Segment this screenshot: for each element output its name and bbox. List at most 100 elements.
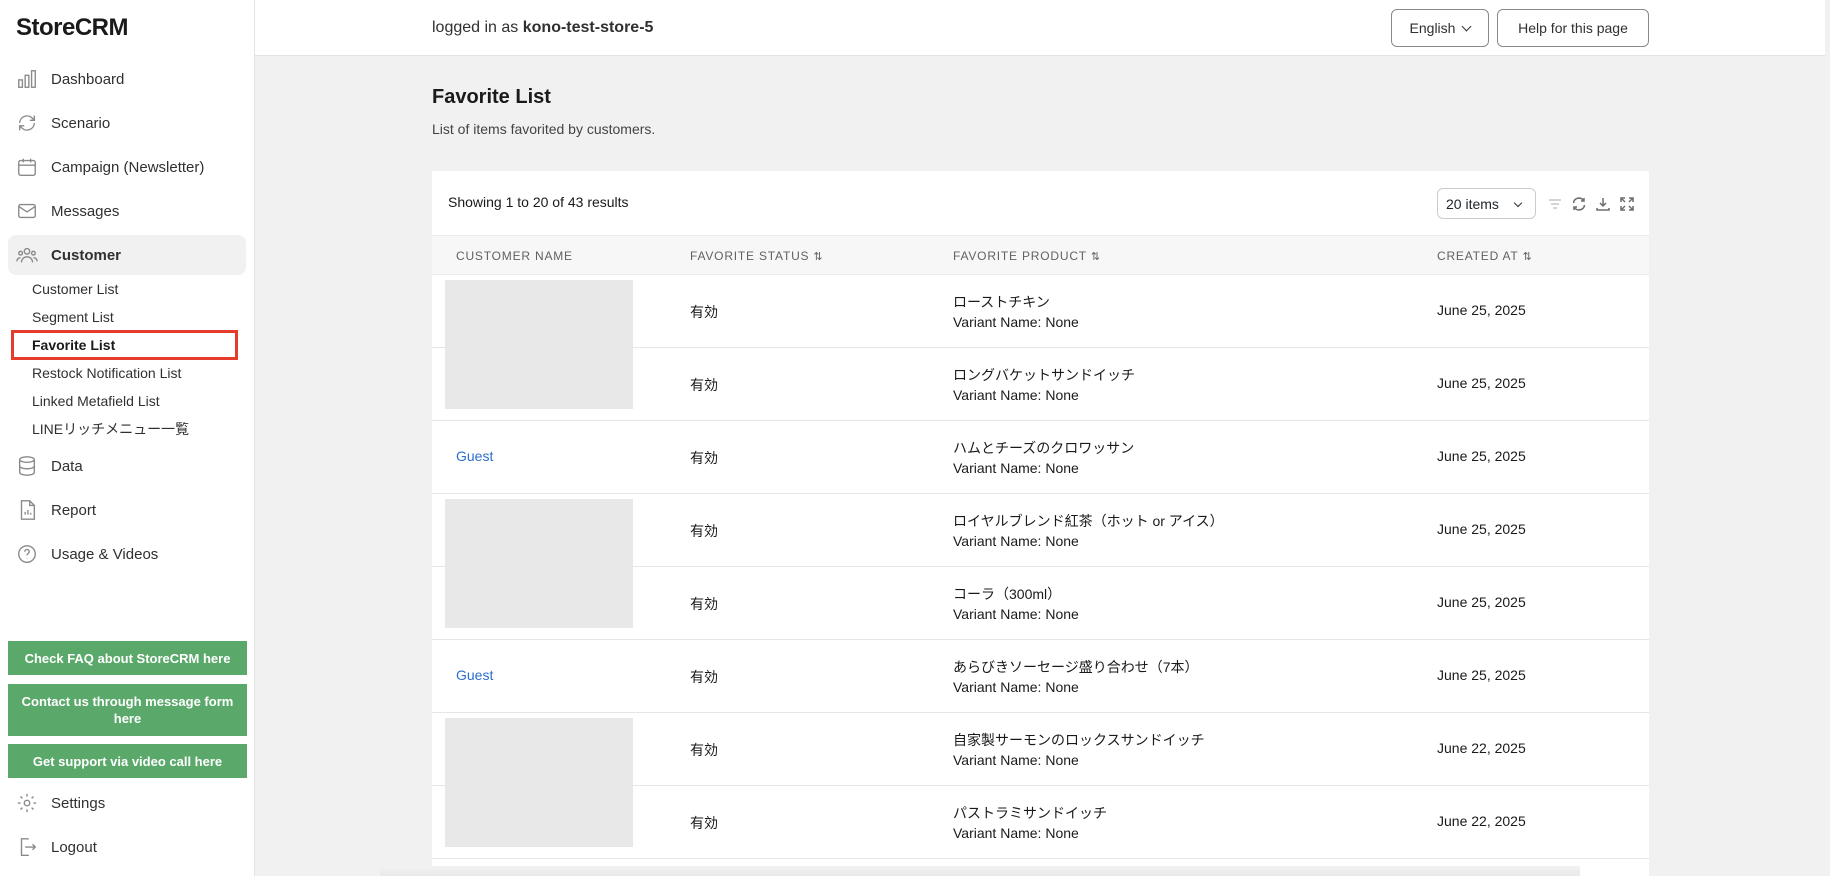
column-header-created-at[interactable]: Created At ⇅ — [1437, 249, 1533, 263]
sort-icon: ⇅ — [1522, 251, 1533, 263]
sidebar-item-usage-videos[interactable]: Usage & Videos — [8, 534, 246, 574]
top-bar: logged in as kono-test-store-5 English H… — [255, 0, 1825, 56]
logged-in-prefix: logged in as — [432, 19, 519, 36]
created-at: June 25, 2025 — [1437, 594, 1526, 610]
sidebar: StoreCRM Dashboard Scenario Campaign (Ne… — [0, 0, 255, 876]
sidebar-item-label: Dashboard — [51, 70, 125, 88]
language-label: English — [1409, 20, 1456, 36]
sidebar-subitem-customer-list[interactable]: Customer List — [32, 281, 119, 297]
sort-icon: ⇅ — [1090, 251, 1101, 263]
sidebar-subitem-segment-list[interactable]: Segment List — [32, 309, 114, 325]
sidebar-subitem-line-rich-menu-list[interactable]: LINEリッチメニュー一覧 — [32, 421, 190, 437]
sidebar-item-campaign[interactable]: Campaign (Newsletter) — [8, 147, 246, 187]
video-call-support-button[interactable]: Get support via video call here — [8, 744, 247, 778]
product-name: 自家製サーモンのロックスサンドイッチ — [953, 732, 1205, 748]
page-subtitle: List of items favorited by customers. — [432, 121, 656, 137]
column-header-favorite-status[interactable]: Favorite Status ⇅ — [690, 249, 823, 263]
product-name: ロイヤルブレンド紅茶（ホット or アイス） — [953, 513, 1224, 529]
sidebar-subitem-restock-notification-list[interactable]: Restock Notification List — [32, 365, 182, 381]
created-at: June 22, 2025 — [1437, 813, 1526, 829]
table-row[interactable]: 有効 ロングバケットサンドイッチ Variant Name: None June… — [432, 348, 1649, 421]
users-icon — [16, 244, 38, 266]
customer-name-link[interactable]: Guest — [456, 448, 494, 464]
favorite-status: 有効 — [690, 596, 718, 612]
table-row[interactable]: 有効 コーラ（300ml） Variant Name: None June 25… — [432, 567, 1649, 640]
favorite-product: ローストチキン Variant Name: None — [953, 292, 1079, 332]
download-icon[interactable] — [1595, 196, 1611, 212]
product-name: パストラミサンドイッチ — [953, 805, 1107, 821]
page-title: Favorite List — [432, 86, 551, 108]
created-at: June 22, 2025 — [1437, 740, 1526, 756]
sidebar-item-label: Report — [51, 501, 97, 519]
sidebar-item-customer[interactable]: Customer — [8, 235, 246, 275]
table-row[interactable]: 有効 自家製サーモンのロックスサンドイッチ Variant Name: None… — [432, 713, 1649, 786]
refresh-icon[interactable] — [1571, 196, 1587, 212]
table-row[interactable]: 有効 パストラミサンドイッチ Variant Name: None June 2… — [432, 786, 1649, 859]
sidebar-item-report[interactable]: Report — [8, 490, 246, 530]
created-at: June 25, 2025 — [1437, 448, 1526, 464]
logout-icon — [16, 836, 38, 858]
report-icon — [16, 499, 38, 521]
redacted-customer-name — [445, 280, 633, 409]
column-header-label: Customer Name — [456, 249, 573, 263]
sidebar-item-dashboard[interactable]: Dashboard — [8, 59, 246, 99]
customer-name-link[interactable]: Guest — [456, 667, 494, 683]
gear-icon — [16, 792, 38, 814]
favorite-product: あらびきソーセージ盛り合わせ（7本） Variant Name: None — [953, 657, 1199, 697]
favorite-status: 有効 — [690, 815, 718, 831]
variant-name: Variant Name: None — [953, 679, 1079, 695]
variant-name: Variant Name: None — [953, 460, 1079, 476]
login-status: logged in as kono-test-store-5 — [432, 19, 653, 37]
favorite-list-card: Showing 1 to 20 of 43 results 20 items C… — [432, 171, 1649, 876]
created-at: June 25, 2025 — [1437, 667, 1526, 683]
sidebar-item-settings[interactable]: Settings — [8, 783, 246, 823]
variant-name: Variant Name: None — [953, 752, 1079, 768]
table-row[interactable]: 有効 ロイヤルブレンド紅茶（ホット or アイス） Variant Name: … — [432, 494, 1649, 567]
faq-button[interactable]: Check FAQ about StoreCRM here — [8, 641, 247, 675]
question-icon — [16, 543, 38, 565]
table-row[interactable]: Guest 有効 ハムとチーズのクロワッサン Variant Name: Non… — [432, 421, 1649, 494]
sidebar-item-label: Customer — [51, 246, 122, 264]
app-logo[interactable]: StoreCRM — [16, 14, 129, 41]
favorite-product: パストラミサンドイッチ Variant Name: None — [953, 803, 1107, 843]
favorite-status: 有効 — [690, 523, 718, 539]
calendar-icon — [16, 156, 38, 178]
sidebar-item-label: Data — [51, 457, 83, 475]
variant-name: Variant Name: None — [953, 387, 1079, 403]
sidebar-item-label: Messages — [51, 202, 120, 220]
created-at: June 25, 2025 — [1437, 375, 1526, 391]
sidebar-item-logout[interactable]: Logout — [8, 827, 246, 867]
language-select[interactable]: English — [1391, 9, 1489, 47]
favorite-product: コーラ（300ml） Variant Name: None — [953, 584, 1079, 624]
favorite-product: ロイヤルブレンド紅茶（ホット or アイス） Variant Name: Non… — [953, 511, 1224, 551]
favorite-status: 有効 — [690, 669, 718, 685]
table-header: Customer Name Favorite Status ⇅ Favorite … — [432, 235, 1649, 275]
favorite-product: 自家製サーモンのロックスサンドイッチ Variant Name: None — [953, 730, 1205, 770]
favorite-product: ハムとチーズのクロワッサン Variant Name: None — [953, 438, 1134, 478]
sidebar-item-messages[interactable]: Messages — [8, 191, 246, 231]
filter-icon[interactable] — [1547, 196, 1563, 212]
items-per-page-select[interactable]: 20 items — [1437, 188, 1536, 219]
bar-chart-icon — [16, 68, 38, 90]
variant-name: Variant Name: None — [953, 606, 1079, 622]
contact-form-button[interactable]: Contact us through message form here — [8, 684, 247, 736]
sidebar-item-label: Logout — [51, 838, 97, 856]
sidebar-subitem-linked-metafield-list[interactable]: Linked Metafield List — [32, 393, 160, 409]
fullscreen-icon[interactable] — [1619, 196, 1635, 212]
sort-icon: ⇅ — [813, 251, 824, 263]
sidebar-item-label: Scenario — [51, 114, 111, 132]
variant-name: Variant Name: None — [953, 825, 1079, 841]
results-count: Showing 1 to 20 of 43 results — [448, 194, 629, 210]
column-header-favorite-product[interactable]: Favorite Product ⇅ — [953, 249, 1101, 263]
table-row[interactable]: Guest 有効 あらびきソーセージ盛り合わせ（7本） Variant Name… — [432, 640, 1649, 713]
help-button[interactable]: Help for this page — [1497, 9, 1649, 47]
favorite-product: ロングバケットサンドイッチ Variant Name: None — [953, 365, 1135, 405]
sidebar-item-scenario[interactable]: Scenario — [8, 103, 246, 143]
product-name: ハムとチーズのクロワッサン — [953, 440, 1135, 456]
sidebar-subitem-favorite-list[interactable]: Favorite List — [32, 337, 116, 353]
selection-highlight — [11, 330, 238, 360]
column-header-label: Favorite Product — [953, 249, 1087, 263]
store-name: kono-test-store-5 — [522, 19, 654, 36]
table-row[interactable]: 有効 ローストチキン Variant Name: None June 25, 2… — [432, 275, 1649, 348]
sidebar-item-data[interactable]: Data — [8, 446, 246, 486]
